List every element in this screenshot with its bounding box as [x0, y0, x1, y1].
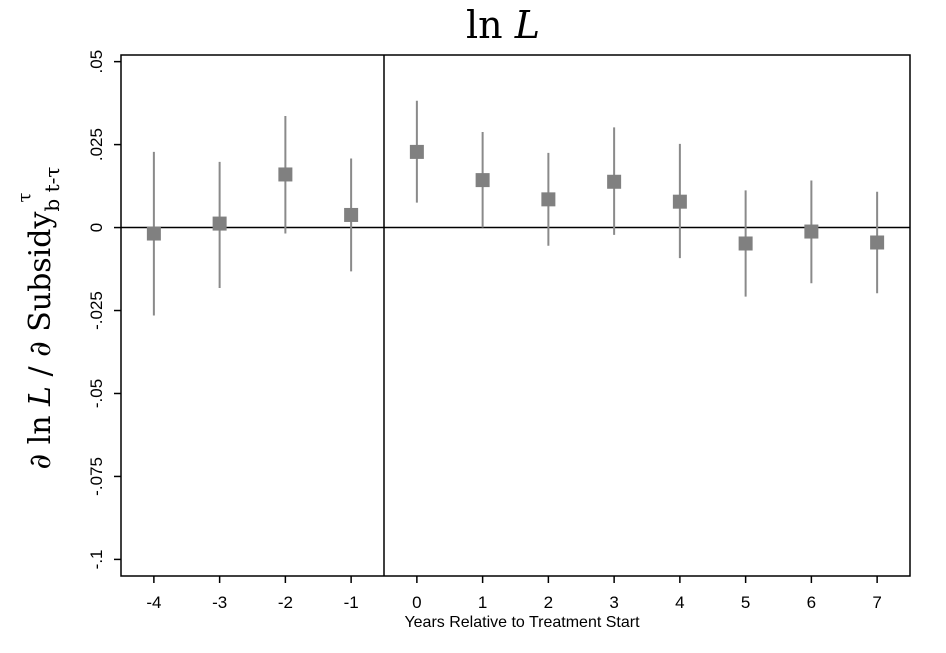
chart-title-main: ln: [466, 3, 515, 47]
chart-title-var: L: [514, 3, 540, 47]
x-tick-label: 4: [675, 593, 684, 612]
y-axis-label-var: L: [23, 386, 58, 407]
point-marker: [541, 192, 556, 207]
point-marker: [870, 235, 885, 250]
x-tick-label: -1: [344, 593, 359, 612]
confidence-intervals: [152, 100, 879, 316]
y-axis-label-main: ∂ ln: [23, 406, 58, 470]
point-marker: [146, 226, 161, 241]
point-marker: [475, 173, 490, 188]
y-axis-label-sep: / ∂ Subsidy: [23, 212, 58, 387]
x-tick-label: -3: [212, 593, 227, 612]
y-tick-label: -.1: [87, 549, 106, 569]
point-marker: [344, 207, 359, 222]
y-tick-label: .025: [87, 128, 106, 161]
chart-title: ln L: [466, 3, 540, 47]
y-axis-label-group: ∂ ln L / ∂ Subsidyb t-τ τ: [14, 167, 64, 470]
x-tick-label: 2: [544, 593, 553, 612]
y-tick-label: -.05: [87, 379, 106, 408]
x-tick-label: 7: [872, 593, 881, 612]
x-tick-label: 5: [741, 593, 750, 612]
x-tick-label: 0: [412, 593, 421, 612]
x-tick-label: -2: [278, 593, 293, 612]
y-axis-label: ∂ ln L / ∂ Subsidyb t-τ τ: [14, 167, 64, 470]
point-marker: [672, 194, 687, 209]
point-marker: [212, 216, 227, 231]
point-marker: [804, 224, 819, 239]
y-tick-label: .05: [87, 50, 106, 74]
x-axis-label: Years Relative to Treatment Start: [404, 614, 640, 631]
y-axis: .05 .025 0 -.025 -.05 -.075 -.1: [87, 50, 121, 569]
y-tick-label: -.025: [87, 291, 106, 330]
point-marker: [278, 167, 293, 182]
y-tick-label: -.075: [87, 457, 106, 496]
plot-frame: [120, 54, 911, 577]
point-estimates: [146, 144, 885, 251]
x-tick-label: 3: [609, 593, 618, 612]
x-tick-label: -4: [146, 593, 161, 612]
x-tick-label: 6: [807, 593, 816, 612]
point-marker: [607, 174, 622, 189]
x-axis: -4 -3 -2 -1 0 1 2 3 4 5 6 7: [146, 576, 882, 612]
point-marker: [409, 144, 424, 159]
x-tick-label: 1: [478, 593, 487, 612]
y-tick-label: 0: [87, 223, 106, 232]
point-marker: [738, 236, 753, 251]
y-axis-label-superscript: τ: [14, 193, 35, 203]
y-axis-label-subscript: b t-τ: [40, 167, 64, 212]
